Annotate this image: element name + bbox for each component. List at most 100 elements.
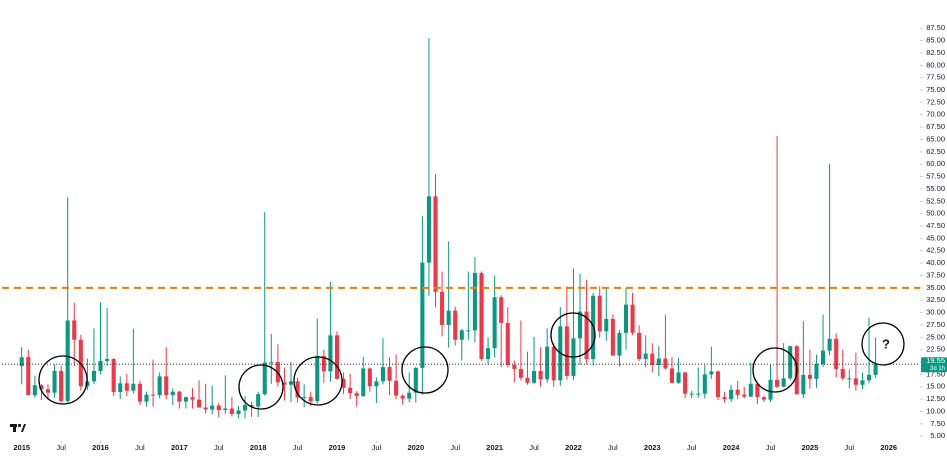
x-tick-label: 2025 [802, 443, 819, 452]
candle-body [755, 383, 760, 398]
y-tick-label: 87.50 [926, 23, 945, 32]
candle-body [847, 378, 852, 380]
candle-body [617, 332, 622, 356]
candle-body [203, 407, 208, 410]
last-price-label: 19.55 [926, 356, 945, 365]
candle-body [144, 394, 149, 402]
y-tick-label: 42.50 [926, 246, 945, 255]
y-tick-label: 47.50 [926, 221, 945, 230]
candle-body [860, 380, 865, 385]
y-tick-label: 50.00 [926, 209, 945, 218]
candle-body [105, 359, 110, 362]
y-tick-label: 75.00 [926, 85, 945, 94]
candle-body [380, 367, 386, 382]
candle-body [367, 368, 372, 387]
y-tick-label: 82.50 [926, 48, 945, 57]
candle-body [426, 196, 431, 263]
candle-body [39, 385, 44, 390]
x-tick-label: 2018 [250, 443, 267, 452]
y-tick-label: 7.50 [930, 419, 945, 428]
candle-body [604, 319, 609, 332]
candle-body [807, 374, 812, 379]
candle-body [472, 273, 477, 331]
candle-body [334, 335, 340, 379]
candle-body [420, 262, 425, 368]
y-tick-label: 30.00 [926, 308, 945, 317]
candle-body [775, 379, 780, 387]
candle-body [486, 348, 491, 360]
candle-body [656, 358, 661, 365]
candle-body [499, 297, 504, 323]
candle-body [249, 405, 254, 407]
candle-body [788, 346, 793, 379]
candle-body [45, 389, 51, 393]
x-tick-label: 2022 [565, 443, 582, 452]
candle-body [459, 330, 464, 340]
candle-body [433, 196, 438, 292]
price-axis-bg [920, 0, 947, 457]
candle-body [538, 370, 543, 380]
x-tick-label: Jul [845, 443, 855, 452]
y-tick-label: 65.00 [926, 134, 945, 143]
candle-body [492, 297, 497, 349]
candle-body [288, 381, 294, 385]
candle-body [584, 311, 589, 360]
x-tick-label: 2016 [92, 443, 109, 452]
candle-body [453, 310, 458, 340]
y-tick-label: 15.00 [926, 382, 945, 391]
candle-body [821, 350, 826, 365]
candle-body [256, 394, 261, 407]
candle-body [505, 322, 510, 365]
candle-body [814, 364, 819, 379]
candle-body [236, 410, 241, 414]
candle-body [873, 364, 878, 375]
circle-annotation [238, 364, 284, 410]
candle-body [610, 319, 615, 356]
annotation-text: ? [882, 336, 890, 351]
candle-body [623, 304, 629, 333]
y-tick-label: 22.50 [926, 345, 945, 354]
candle-body [689, 393, 694, 395]
candle-body [65, 320, 70, 402]
candle-body [91, 370, 96, 382]
circle-annotation [38, 355, 88, 405]
candle-body [683, 372, 688, 394]
x-tick-label: 2017 [171, 443, 188, 452]
candle-body [137, 383, 142, 402]
y-tick-label: 60.00 [926, 159, 945, 168]
candle-body [400, 395, 405, 399]
candle-body [361, 368, 366, 397]
candle-body [131, 383, 136, 391]
candle-body [466, 330, 471, 332]
candle-body [197, 399, 202, 408]
candle-body [840, 368, 845, 379]
candle-body [663, 358, 668, 369]
candle-body [111, 359, 116, 392]
candle-body [223, 408, 228, 411]
candle-body [715, 371, 720, 398]
y-tick-label: 45.00 [926, 233, 945, 242]
candle-body [59, 370, 64, 402]
y-tick-label: 35.00 [926, 283, 945, 292]
x-tick-label: Jul [687, 443, 697, 452]
x-tick-label: 2015 [13, 443, 30, 452]
candle-body [866, 374, 872, 381]
circle-annotation [752, 347, 798, 393]
candle-body [26, 357, 31, 396]
circle-annotation [293, 356, 343, 406]
candle-body [216, 405, 221, 411]
x-tick-label: 2026 [880, 443, 897, 452]
y-tick-label: 27.50 [926, 320, 945, 329]
candle-body [518, 368, 523, 378]
candle-body [170, 391, 175, 396]
candle-body [722, 397, 727, 400]
y-tick-label: 10.00 [926, 406, 945, 415]
x-tick-label: 2024 [723, 443, 741, 452]
candle-body [630, 304, 635, 333]
candle-body [637, 332, 642, 360]
candle-body [531, 370, 537, 383]
y-tick-label: 80.00 [926, 60, 945, 69]
candle-body [341, 378, 346, 388]
candle-body [742, 394, 747, 397]
candle-body [157, 376, 162, 396]
